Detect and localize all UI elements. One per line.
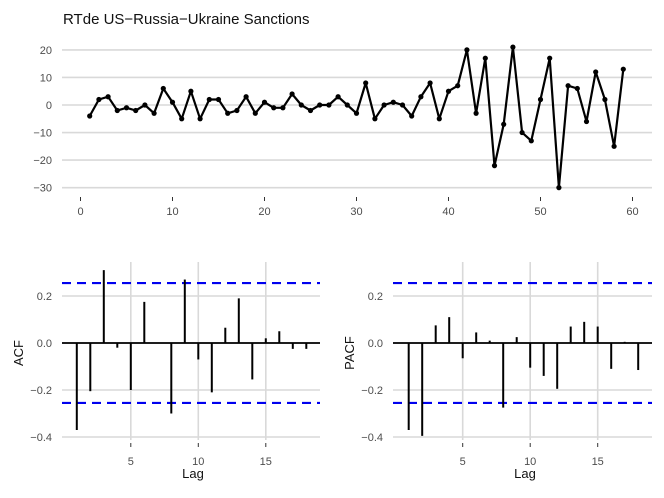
data-point [473, 110, 479, 116]
data-point [206, 96, 212, 103]
data-point [418, 94, 424, 100]
data-point [252, 110, 258, 116]
acf-panel: 0.2 0.0 −0.2 −0.4 5 10 15 [30, 262, 320, 468]
y-tick-label: −30 [33, 183, 52, 195]
data-point [556, 185, 562, 191]
y-tick-label: 20 [40, 45, 52, 57]
data-point [289, 91, 295, 97]
x-tick-label: 50 [534, 206, 546, 218]
data-point [427, 80, 433, 86]
y-tick-label: 0.2 [368, 291, 383, 303]
x-tick-label: 5 [128, 456, 134, 468]
data-point [363, 80, 369, 86]
y-tick-label: −0.4 [361, 432, 383, 444]
data-point [114, 107, 120, 114]
pacf-x-axis-title: Lag [514, 466, 536, 481]
data-point [215, 96, 222, 103]
data-point [491, 163, 498, 169]
x-tick-label: 60 [626, 206, 638, 218]
y-tick-label: −0.2 [30, 385, 52, 397]
series-line [88, 45, 625, 189]
x-tick-label: 0 [77, 206, 83, 218]
data-point [105, 94, 111, 100]
y-tick-label: −10 [33, 128, 52, 140]
y-tick-label: −0.4 [30, 432, 52, 444]
x-tick-label: 10 [166, 206, 178, 218]
x-tick-label: 20 [258, 206, 270, 218]
data-point [280, 105, 286, 111]
y-tick-label: 0.0 [37, 338, 52, 350]
data-point [335, 94, 341, 100]
chart-title: RTde US−Russia−Ukraine Sanctions [63, 11, 310, 28]
data-point [482, 55, 488, 61]
data-point [179, 116, 185, 122]
x-tick-label: 10 [524, 456, 536, 468]
x-tick-label: 30 [350, 206, 362, 218]
y-tick-label: −0.2 [361, 385, 383, 397]
acf-y-axis-title: ACF [11, 340, 26, 366]
data-point [234, 107, 240, 114]
data-point [510, 44, 516, 50]
data-point [96, 96, 102, 103]
data-point [160, 85, 166, 92]
data-point [464, 47, 470, 53]
data-point [593, 69, 599, 75]
data-point [271, 105, 277, 111]
data-point [602, 96, 608, 103]
data-point [142, 102, 148, 108]
data-point [188, 88, 194, 94]
data-point [519, 129, 525, 136]
data-point [436, 116, 442, 122]
data-point [151, 110, 157, 116]
data-point [261, 99, 268, 105]
data-point [197, 116, 203, 122]
data-point [528, 138, 534, 144]
x-tick-label: 10 [192, 456, 204, 468]
data-point [574, 85, 580, 92]
data-point [399, 102, 406, 108]
pacf-panel: 0.2 0.0 −0.2 −0.4 5 10 15 [361, 262, 652, 468]
data-point [344, 102, 350, 108]
data-point [565, 83, 571, 89]
data-point [381, 102, 387, 108]
x-tick-label: 5 [460, 456, 466, 468]
y-tick-label: 0.2 [37, 291, 52, 303]
x-tick-label: 15 [592, 456, 604, 468]
data-point [547, 55, 553, 61]
y-tick-label: 0 [46, 100, 52, 112]
data-point [317, 102, 323, 108]
data-point [455, 83, 461, 89]
y-tick-label: 0.0 [368, 338, 383, 350]
pacf-y-axis-title: PACF [342, 336, 357, 370]
x-tick-label: 15 [260, 456, 272, 468]
data-point [133, 107, 139, 114]
acf-x-axis-title: Lag [182, 466, 204, 481]
data-point [243, 94, 249, 100]
data-point [225, 110, 231, 116]
y-tick-label: 10 [40, 72, 52, 84]
data-point [123, 105, 130, 111]
data-point [390, 99, 396, 105]
data-point [583, 118, 590, 125]
data-point [169, 99, 176, 105]
data-point [372, 116, 378, 122]
data-point [501, 121, 507, 127]
data-point [620, 66, 626, 72]
time-series-panel: 20 10 0 −10 −20 −30 0 10 20 30 40 50 60 [33, 44, 652, 218]
data-point [445, 88, 452, 94]
y-tick-label: −20 [33, 155, 52, 167]
data-point [353, 110, 360, 116]
x-tick-label: 40 [442, 206, 454, 218]
data-point [537, 96, 544, 103]
data-point [611, 143, 617, 149]
data-point [409, 113, 415, 119]
data-point [87, 113, 93, 119]
data-point [307, 107, 314, 114]
data-point [326, 102, 332, 108]
data-point [298, 102, 304, 108]
